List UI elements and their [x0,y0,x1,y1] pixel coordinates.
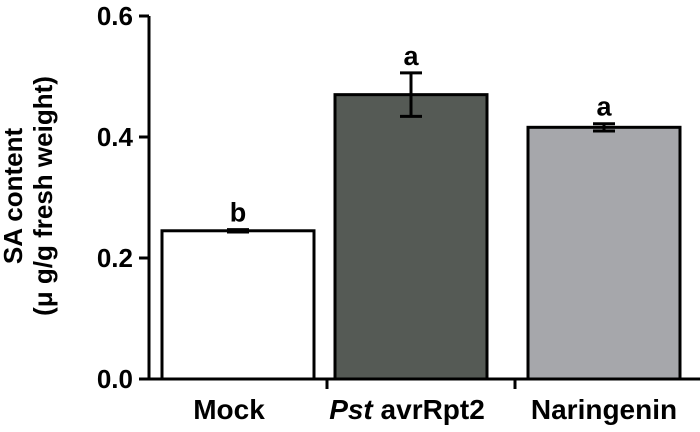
significance-letter: a [596,92,612,122]
bar [333,93,489,381]
y-tick-label: 0.0 [97,364,133,394]
y-tick-label: 0.6 [97,1,133,31]
bar [526,125,682,381]
y-axis-label-line2: (μ g/g fresh weight) [28,76,58,316]
significance-letter: a [403,41,419,71]
y-tick-label: 0.2 [97,243,133,273]
significance-letter: b [230,198,247,228]
category-label: Mock [193,394,265,425]
category-label-italic: Pst [329,394,374,425]
y-axis-label-line1: SA content [0,128,28,265]
category-label-plain: avrRpt2 [373,394,485,425]
category-label: Pst avrRpt2 [329,394,485,425]
plot-area: 0.0 0.2 0.4 0.6 b a a Mock Pst avrRpt2 Naringenin [97,1,700,425]
category-label: Naringenin [531,394,677,425]
y-axis-label: SA content (μ g/g fresh weight) [0,76,58,316]
bar [160,229,316,381]
y-tick-label: 0.4 [97,122,134,152]
